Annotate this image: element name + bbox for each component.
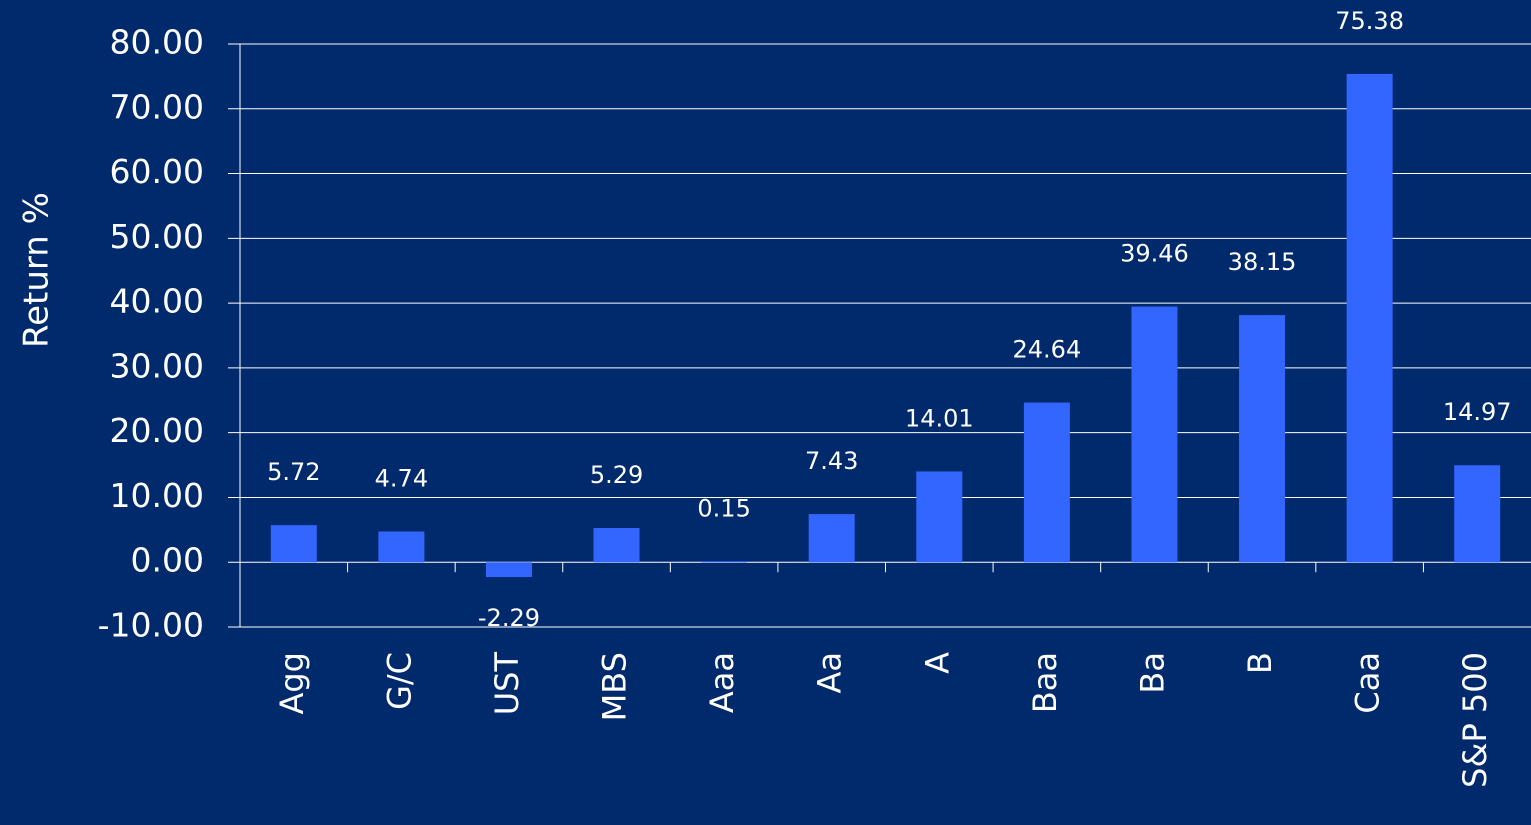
value-label: 39.46 [1120,240,1189,268]
bar [378,531,425,563]
bar [270,525,317,563]
x-tick-label: S&P 500 [1456,652,1494,788]
bar [1346,73,1393,563]
value-label: 14.01 [905,404,974,432]
value-label: 4.74 [375,465,428,493]
value-label: 7.43 [805,447,858,475]
value-label: 5.29 [590,461,643,489]
y-tick-label: 0.00 [131,541,204,580]
bar [1239,315,1286,563]
y-tick-label: 20.00 [110,411,204,450]
value-label: 38.15 [1228,248,1297,276]
x-tick-label: MBS [596,652,634,721]
value-label: 14.97 [1443,398,1512,426]
x-tick-label: Aa [811,652,849,694]
bar [916,471,963,563]
y-tick-label: 60.00 [110,152,204,191]
x-tick-label: UST [488,652,526,716]
value-label: 75.38 [1335,7,1404,35]
x-tick-label: Baa [1026,652,1064,713]
x-tick-label: Caa [1349,652,1387,714]
bar [1023,402,1070,563]
x-tick-label: Ba [1133,652,1171,694]
y-tick-label: 70.00 [110,87,204,126]
x-tick-label: A [918,652,956,674]
bar [593,527,640,563]
value-label: -2.29 [478,604,540,632]
value-label: 5.72 [267,458,320,486]
y-tick-label: 50.00 [110,217,204,256]
value-label: 0.15 [697,494,750,522]
y-tick-label: -10.00 [98,606,204,645]
bar [1131,306,1178,563]
bar [1454,465,1501,563]
y-tick-label: 10.00 [110,476,204,515]
value-label: 24.64 [1013,336,1082,364]
bar [701,561,748,563]
y-axis-title: Return % [17,192,57,348]
y-tick-label: 80.00 [110,23,204,62]
bar [808,514,855,563]
x-tick-label: Aaa [703,652,741,713]
bar [485,562,532,578]
y-tick-label: 30.00 [110,346,204,385]
y-tick-label: 40.00 [110,282,204,321]
x-tick-label: G/C [380,652,418,710]
x-tick-label: B [1241,652,1279,674]
x-tick-label: Agg [273,652,311,715]
